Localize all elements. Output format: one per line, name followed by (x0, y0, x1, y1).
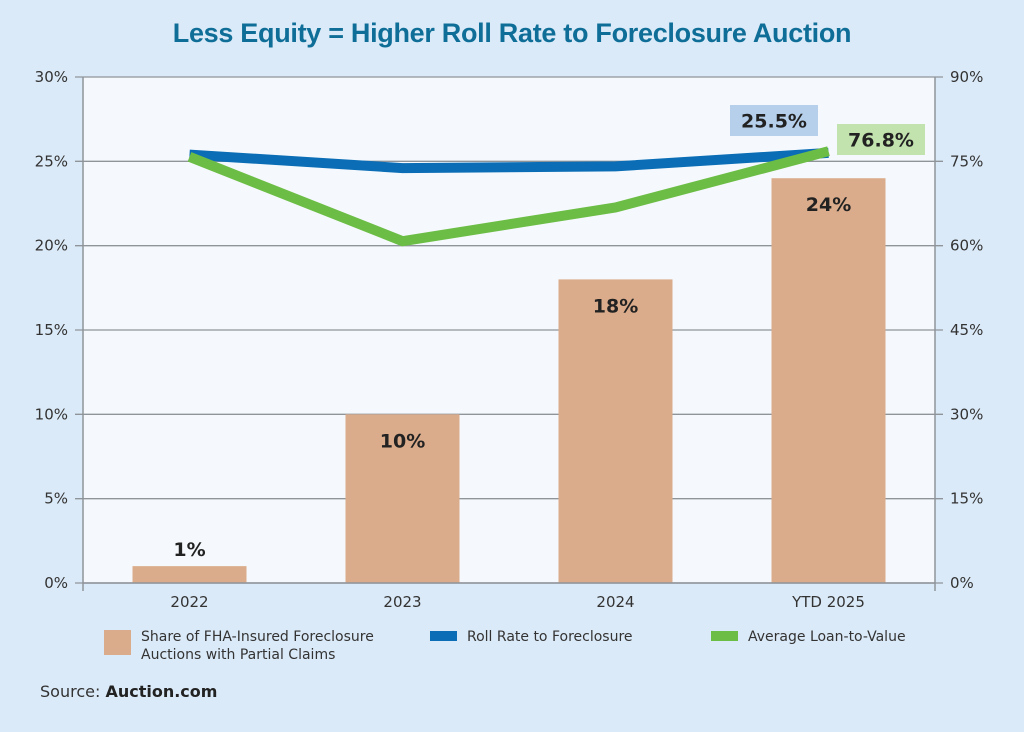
roll-rate-callout: 25.5% (741, 111, 807, 133)
legend-swatch-bar (104, 630, 131, 655)
legend-label-ltv: Average Loan-to-Value (748, 629, 906, 645)
y-right-tick-label: 0% (950, 574, 974, 592)
roll-rate-line (189, 147, 829, 174)
legend-label-line2: Auctions with Partial Claims (141, 647, 336, 663)
bar (771, 178, 886, 583)
y-right-tick-label: 15% (950, 490, 983, 508)
legend-label-roll-rate: Roll Rate to Foreclosure (467, 629, 633, 645)
bar-data-label: 24% (806, 194, 851, 216)
y-left-tick-label: 20% (35, 237, 68, 255)
legend: Share of FHA-Insured Foreclosure Auction… (0, 624, 1024, 664)
source-prefix: Source: (40, 682, 106, 701)
legend-item-roll-rate: Roll Rate to Foreclosure (430, 628, 633, 646)
x-tick-label: 2022 (170, 593, 208, 611)
bar-data-label: 10% (380, 430, 425, 452)
x-tick-label: YTD 2025 (791, 593, 865, 611)
bar-data-label: 1% (173, 539, 205, 561)
y-right-tick-label: 75% (950, 152, 983, 170)
source-name: Auction.com (105, 682, 218, 701)
bar (558, 279, 673, 583)
bar (345, 414, 460, 583)
legend-swatch-green-line (711, 631, 738, 641)
ltv-callout: 76.8% (848, 130, 914, 152)
y-left-tick-label: 0% (44, 574, 68, 592)
x-tick-label: 2023 (383, 593, 421, 611)
y-left-tick-label: 30% (35, 68, 68, 86)
ltv-line (187, 146, 830, 247)
bar-data-label: 18% (593, 295, 638, 317)
axes (82, 77, 936, 591)
x-tick-label: 2024 (596, 593, 634, 611)
legend-swatch-blue-line (430, 631, 457, 641)
legend-label-line1: Share of FHA-Insured Foreclosure (141, 629, 374, 645)
y-right-tick-label: 30% (950, 405, 983, 423)
bars (132, 178, 886, 583)
bar (132, 566, 247, 583)
y-left-tick-label: 10% (35, 405, 68, 423)
y-left-tick-label: 5% (44, 490, 68, 508)
labels: 0% 5% 10% 15% 20% 25% 30% 0% 15% 30% 45% 60% 75% 90% 2… (35, 68, 984, 611)
y-left-tick-label: 25% (35, 152, 68, 170)
y-right-tick-label: 90% (950, 68, 983, 86)
legend-label-partial-claims: Share of FHA-Insured Foreclosure Auction… (141, 628, 374, 664)
lines (187, 146, 830, 247)
legend-item-ltv: Average Loan-to-Value (711, 628, 906, 646)
y-left-tick-label: 15% (35, 321, 68, 339)
y-right-tick-label: 45% (950, 321, 983, 339)
roll-rate-callout-bg (730, 105, 818, 136)
chart-title: Less Equity = Higher Roll Rate to Forecl… (172, 18, 852, 48)
legend-item-partial-claims: Share of FHA-Insured Foreclosure Auction… (104, 628, 374, 664)
ltv-callout-bg (837, 124, 925, 155)
source-note: Source: Auction.com (40, 682, 217, 701)
y-right-tick-label: 60% (950, 237, 983, 255)
